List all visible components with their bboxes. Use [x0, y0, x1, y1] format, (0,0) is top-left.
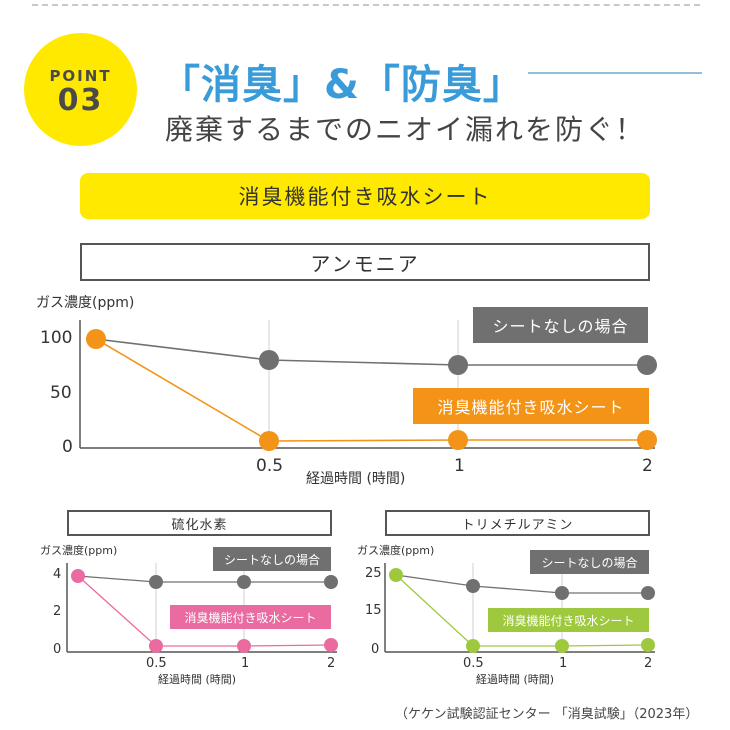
ammonia-xtick-1: 1 [454, 456, 465, 476]
h2s-x-axis-label: 経過時間 (時間) [158, 673, 237, 686]
tma-y-axis-label: ガス濃度(ppm) [357, 544, 435, 557]
legend-sheet-label: 消臭機能付き吸水シート [502, 613, 635, 628]
ammonia-ytick-50: 50 [50, 383, 72, 403]
product-banner-label: 消臭機能付き吸水シート [238, 185, 492, 209]
ammonia-x-axis-label: 経過時間 (時間) [306, 471, 406, 487]
legend-sheet-label: 消臭機能付き吸水シート [184, 610, 317, 625]
ammonia-xtick-0-5: 0.5 [256, 456, 284, 476]
subheadline: 廃棄するまでのニオイ漏れを防ぐ！ [165, 113, 646, 146]
top-dashed-divider [32, 4, 700, 6]
h2s-chart-title-text: 硫化水素 [171, 517, 228, 533]
h2s-xtick-2: 2 [327, 656, 336, 671]
ammonia-legend-no-sheet: シートなしの場合 [473, 307, 648, 343]
legend-no-sheet-label: シートなしの場合 [223, 552, 320, 567]
tma-chart-title-text: トリメチルアミン [461, 517, 574, 533]
tma-legend-sheet: 消臭機能付き吸水シート [488, 608, 649, 632]
tma-xtick-1: 1 [559, 656, 568, 671]
legend-no-sheet-label: シートなしの場合 [492, 317, 629, 336]
source-citation: （ケケン試験認証センター 「消臭試験」（2023年） [395, 707, 699, 722]
tma-x-axis-label: 経過時間 (時間) [476, 673, 555, 686]
h2s-xtick-0-5: 0.5 [146, 656, 167, 671]
ammonia-chart-title-text: アンモニア [310, 251, 420, 276]
ammonia-y-axis-label: ガス濃度(ppm) [36, 295, 135, 311]
h2s-y-axis-label: ガス濃度(ppm) [40, 544, 118, 557]
legend-no-sheet-label: シートなしの場合 [541, 555, 638, 570]
tma-xtick-0-5: 0.5 [463, 656, 484, 671]
point-badge: POINT 03 [24, 33, 137, 146]
h2s-ytick-4: 4 [53, 567, 62, 582]
legend-sheet-label: 消臭機能付き吸水シート [437, 398, 625, 417]
tma-ytick-15: 15 [365, 603, 382, 618]
tma-ytick-25: 25 [365, 566, 382, 581]
h2s-chart-title: 硫化水素 [67, 510, 332, 536]
ammonia-ytick-100: 100 [40, 328, 73, 348]
h2s-ytick-2: 2 [53, 604, 62, 619]
h2s-legend-sheet: 消臭機能付き吸水シート [170, 605, 331, 629]
point-number: 03 [57, 82, 104, 118]
ammonia-legend-sheet: 消臭機能付き吸水シート [413, 388, 649, 424]
headline: 「消臭」&「防臭」 [160, 62, 524, 108]
h2s-ytick-0: 0 [53, 642, 62, 657]
h2s-legend-no-sheet: シートなしの場合 [213, 547, 331, 571]
tma-ytick-0: 0 [371, 642, 380, 657]
ammonia-chart-title: アンモニア [80, 243, 650, 281]
ammonia-ytick-0: 0 [62, 437, 73, 457]
tma-xtick-2: 2 [644, 656, 653, 671]
ammonia-xtick-2: 2 [642, 456, 653, 476]
tma-legend-no-sheet: シートなしの場合 [530, 550, 649, 574]
product-banner: 消臭機能付き吸水シート [80, 173, 650, 219]
headline-rule [528, 72, 702, 74]
point-label: POINT [49, 66, 112, 85]
h2s-xtick-1: 1 [241, 656, 250, 671]
tma-chart-title: トリメチルアミン [385, 510, 650, 536]
